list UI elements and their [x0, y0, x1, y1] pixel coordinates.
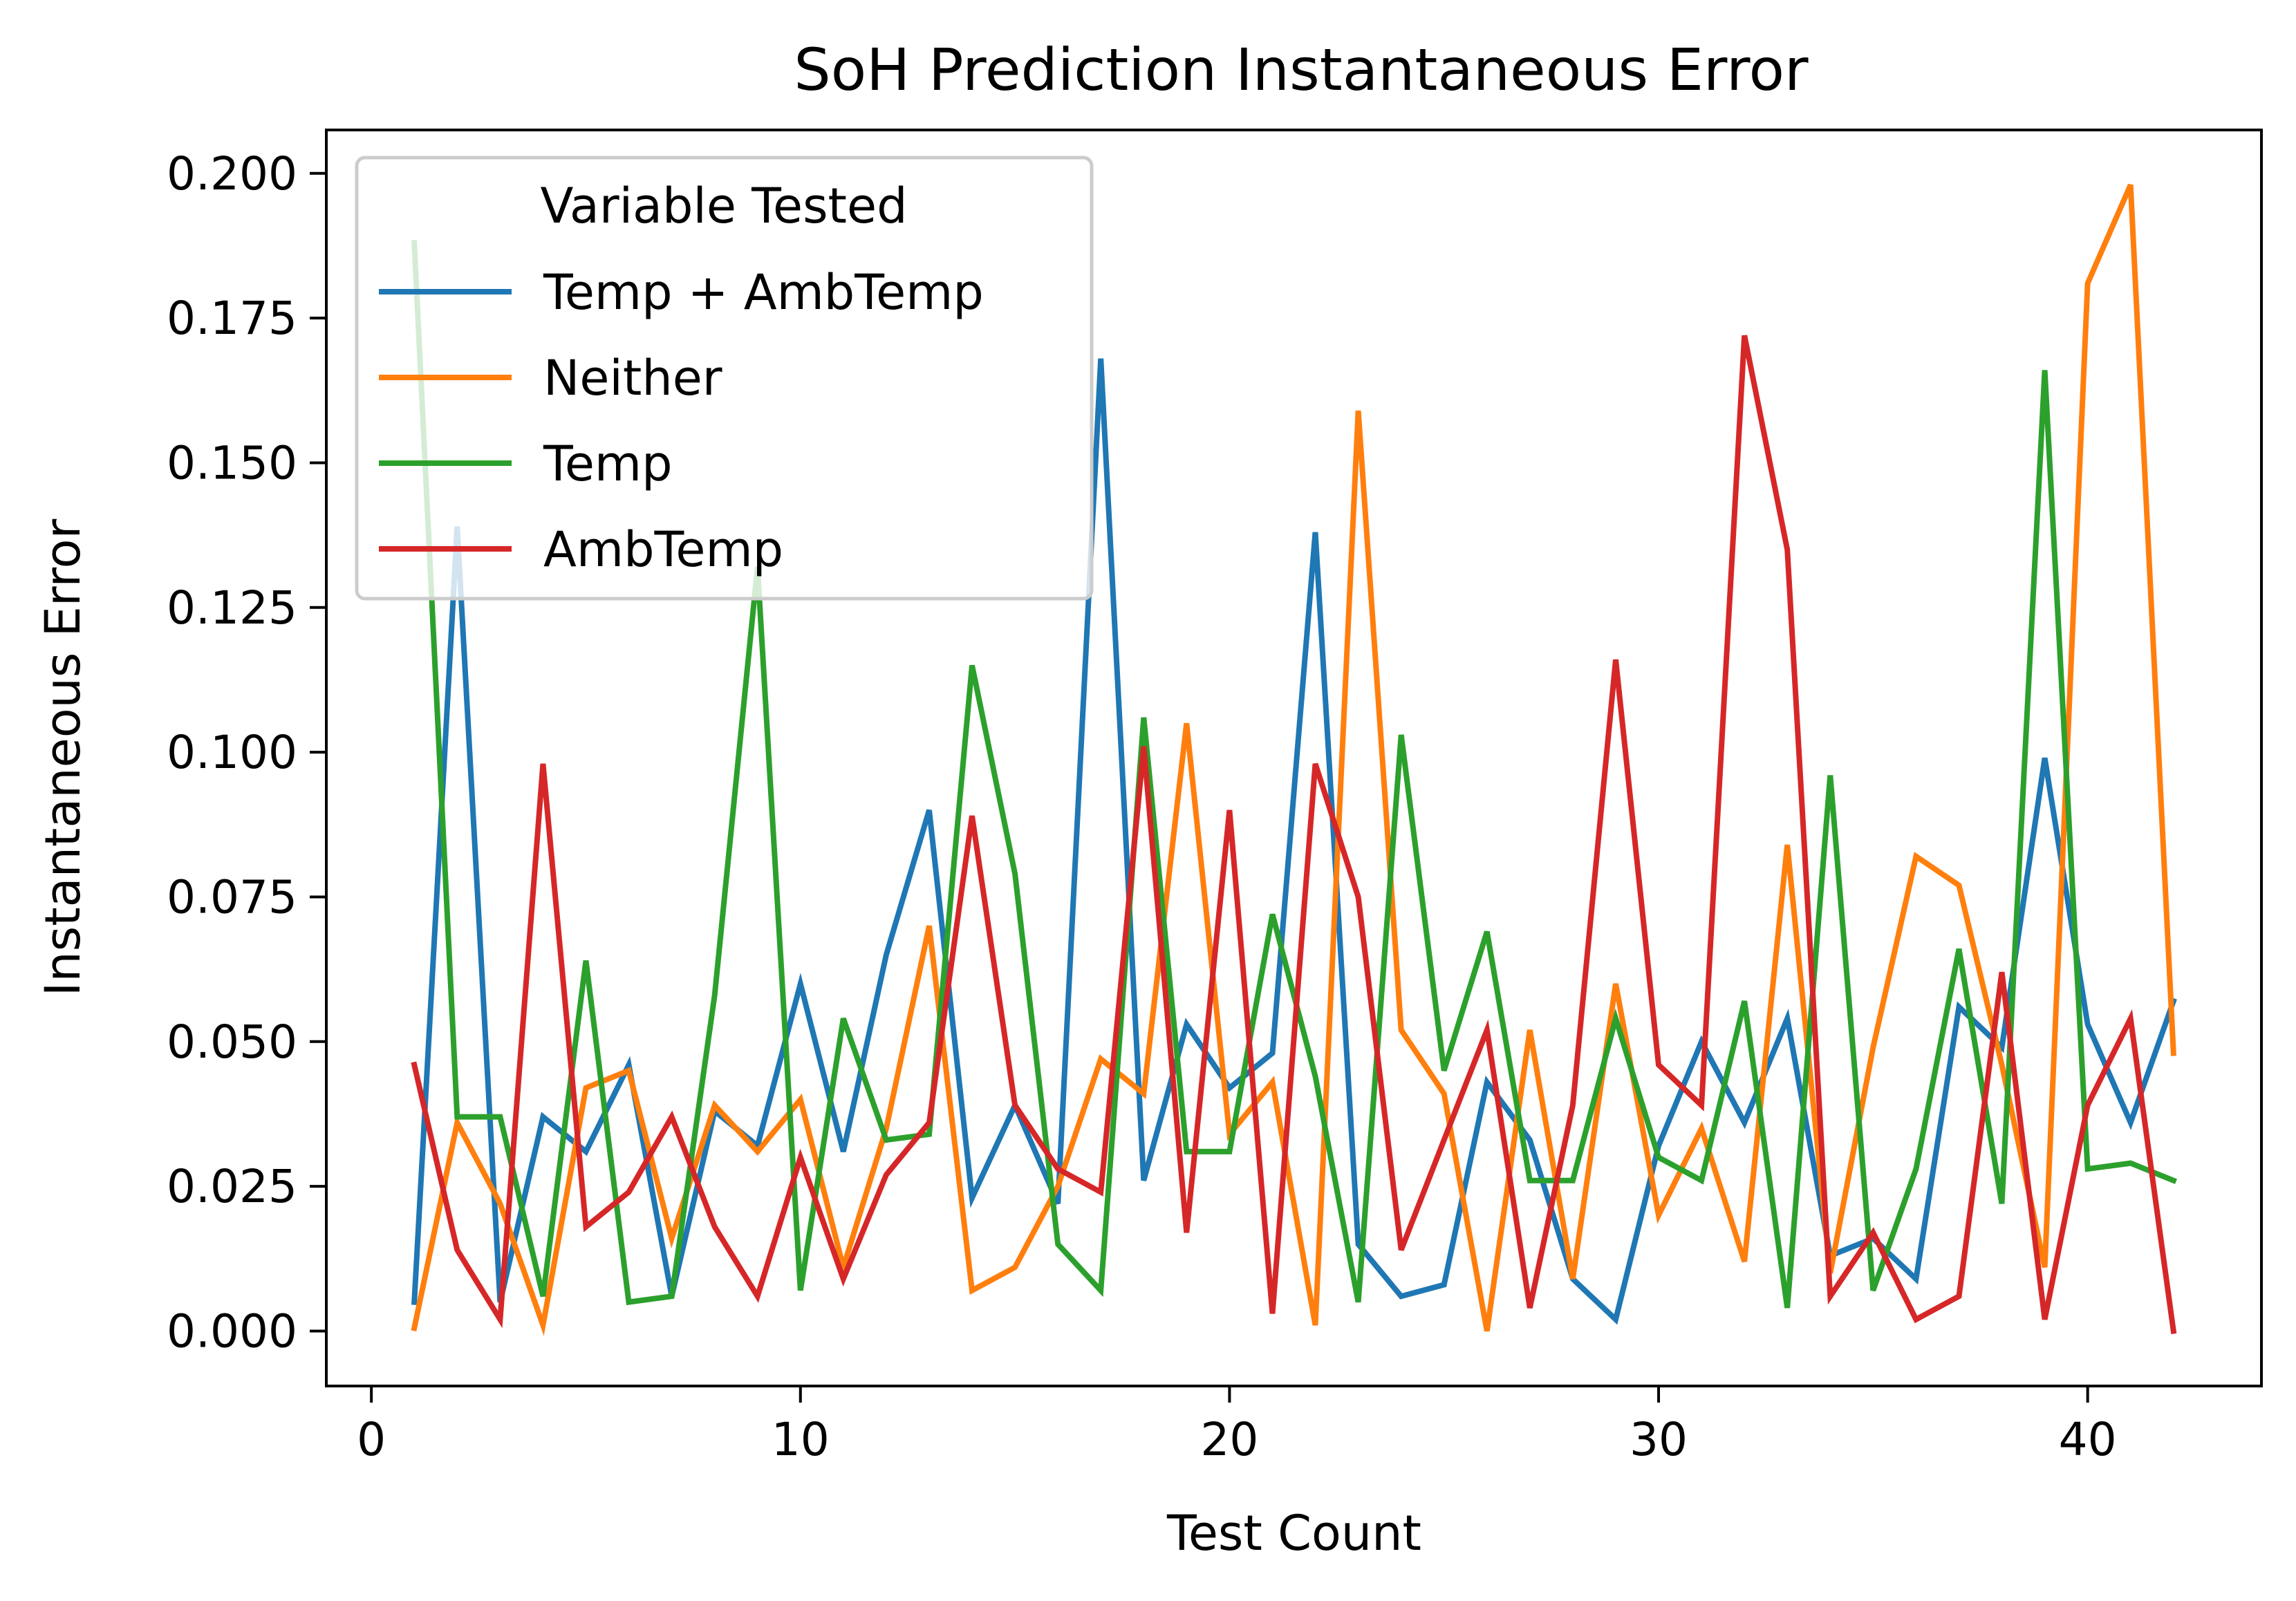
- y-tick-label: 0.000: [167, 1304, 297, 1358]
- y-tick-label: 0.200: [167, 147, 297, 200]
- legend-label: Temp: [543, 436, 673, 492]
- x-tick-label: 20: [1200, 1413, 1258, 1466]
- x-axis-label: Test Count: [1166, 1505, 1421, 1562]
- legend-label: Temp + AmbTemp: [543, 264, 984, 321]
- y-tick-label: 0.175: [167, 292, 297, 345]
- x-tick-label: 40: [2059, 1413, 2117, 1466]
- chart-title: SoH Prediction Instantaneous Error: [794, 36, 1809, 104]
- series-line-temp: [411, 240, 2178, 1309]
- legend-label: AmbTemp: [543, 521, 783, 578]
- legend: Variable Tested Temp + AmbTempNeitherTem…: [355, 156, 1094, 601]
- legend-entries: Temp + AmbTemp Neither Temp AmbTemp: [379, 264, 984, 578]
- series-layer: [411, 183, 2178, 1336]
- y-axis-label: Instantaneous Error: [35, 519, 91, 997]
- y-axis-ticks: 0.000 0.025 0.050 0.075 0.100 0.125 0.150 0.175…: [167, 147, 326, 1358]
- plot-frame: [325, 129, 2263, 1387]
- y-tick-label: 0.100: [167, 726, 297, 779]
- y-tick-label: 0.150: [167, 436, 297, 489]
- y-tick-label: 0.025: [167, 1160, 297, 1213]
- y-tick-label: 0.075: [167, 870, 297, 924]
- x-tick-label: 0: [357, 1413, 386, 1466]
- x-tick-label: 30: [1630, 1413, 1688, 1466]
- x-axis-ticks: 0 10 20 30 40: [357, 1386, 2117, 1466]
- series-line-ambtemp: [411, 335, 2177, 1335]
- legend-title: Variable Tested: [540, 178, 907, 234]
- y-tick-label: 0.050: [167, 1015, 297, 1069]
- series-line-neither: [411, 183, 2176, 1336]
- y-tick-label: 0.125: [167, 581, 297, 635]
- legend-frame: [355, 156, 1094, 601]
- legend-label: Neither: [543, 350, 722, 406]
- x-tick-label: 10: [772, 1413, 830, 1466]
